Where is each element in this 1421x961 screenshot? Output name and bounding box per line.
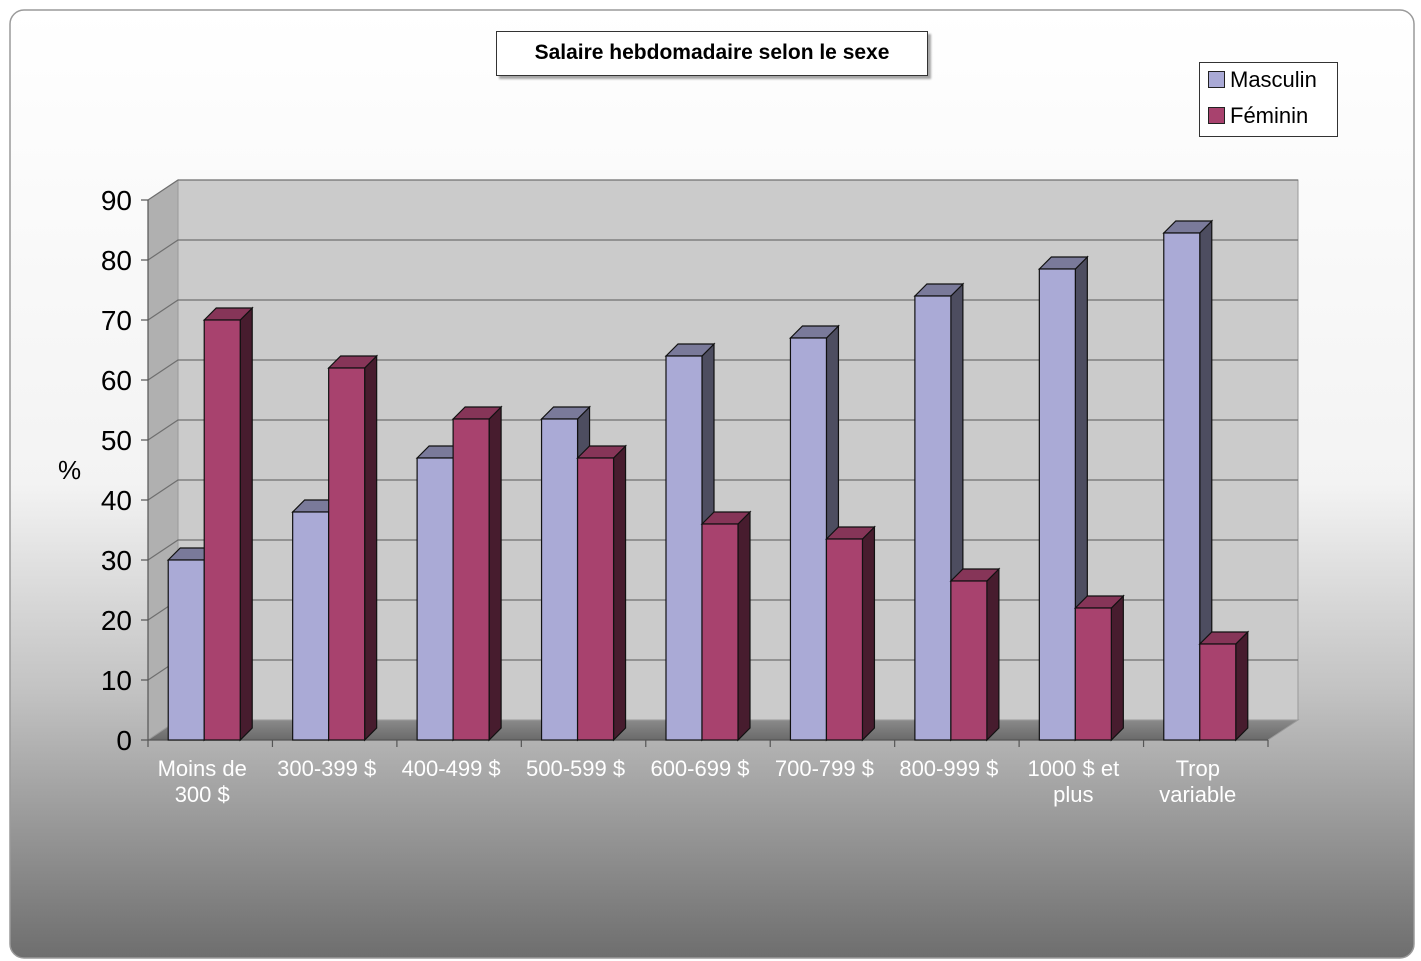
y-tick-label: 40 xyxy=(101,485,132,516)
bar-masculin xyxy=(1163,232,1201,741)
y-axis-label: % xyxy=(58,455,82,485)
bar-feminin-side xyxy=(986,567,1000,742)
y-tick-label: 20 xyxy=(101,605,132,636)
x-tick-label: 800-999 $ xyxy=(899,756,998,781)
bar-feminin-side xyxy=(1110,594,1124,742)
bar-feminin xyxy=(576,457,615,741)
y-tick-label: 90 xyxy=(101,185,132,216)
x-tick-label: Trop xyxy=(1176,756,1220,781)
x-tick-label: variable xyxy=(1159,782,1236,807)
bar-feminin xyxy=(452,418,490,741)
bar-feminin-side xyxy=(737,510,751,742)
y-tick-label: 0 xyxy=(116,725,132,756)
x-tick-label: 500-599 $ xyxy=(526,756,625,781)
bar-feminin xyxy=(1074,607,1112,741)
bar-masculin xyxy=(1038,268,1076,741)
y-tick-label: 70 xyxy=(101,305,132,336)
bar-feminin xyxy=(701,523,739,741)
chart-title: Salaire hebdomadaire selon le sexe xyxy=(534,41,890,64)
legend-label-masculin: Masculin xyxy=(1230,67,1317,92)
bar-masculin xyxy=(789,337,828,741)
x-tick-label: 300-399 $ xyxy=(277,756,376,781)
bar-masculin xyxy=(540,418,579,741)
bar-masculin xyxy=(167,559,205,741)
x-tick-label: 400-499 $ xyxy=(402,756,501,781)
x-tick-label: 1000 $ et xyxy=(1027,756,1119,781)
bar-feminin-side xyxy=(239,306,253,742)
x-tick-label: 300 $ xyxy=(175,782,230,807)
bar-feminin xyxy=(950,580,988,741)
bar-masculin xyxy=(292,511,330,741)
y-tick-label: 80 xyxy=(101,245,132,276)
y-tick-label: 60 xyxy=(101,365,132,396)
gridline xyxy=(147,179,1298,201)
bar-feminin xyxy=(825,538,864,741)
bar-feminin-side xyxy=(1235,630,1249,742)
bar-feminin-side xyxy=(612,444,627,742)
legend-swatch-masculin xyxy=(1208,71,1225,88)
bar-feminin-side xyxy=(364,354,378,742)
legend-swatch-feminin xyxy=(1208,107,1225,124)
bar-feminin-side xyxy=(861,525,876,742)
legend-label-feminin: Féminin xyxy=(1230,103,1309,128)
bar-masculin xyxy=(665,355,703,741)
x-tick-label: 600-699 $ xyxy=(650,756,749,781)
legend-item-masculin: Masculin xyxy=(1208,67,1317,95)
bar-masculin xyxy=(416,457,454,741)
y-tick-label: 30 xyxy=(101,545,132,576)
bar-feminin xyxy=(1199,643,1237,741)
legend-item-feminin: Féminin xyxy=(1208,103,1308,131)
chart-title-box: Salaire hebdomadaire selon le sexe xyxy=(496,31,928,76)
bar-masculin xyxy=(914,295,952,741)
x-tick-label: Moins de xyxy=(158,756,247,781)
bar-feminin xyxy=(203,319,241,741)
legend: Masculin Féminin xyxy=(1199,62,1338,137)
bar-feminin-side xyxy=(488,405,502,742)
y-tick-label: 10 xyxy=(101,665,132,696)
x-tick-label: 700-799 $ xyxy=(775,756,874,781)
x-tick-label: plus xyxy=(1053,782,1093,807)
y-tick-label: 50 xyxy=(101,425,132,456)
gridline xyxy=(147,239,1298,261)
bar-feminin xyxy=(328,367,366,741)
